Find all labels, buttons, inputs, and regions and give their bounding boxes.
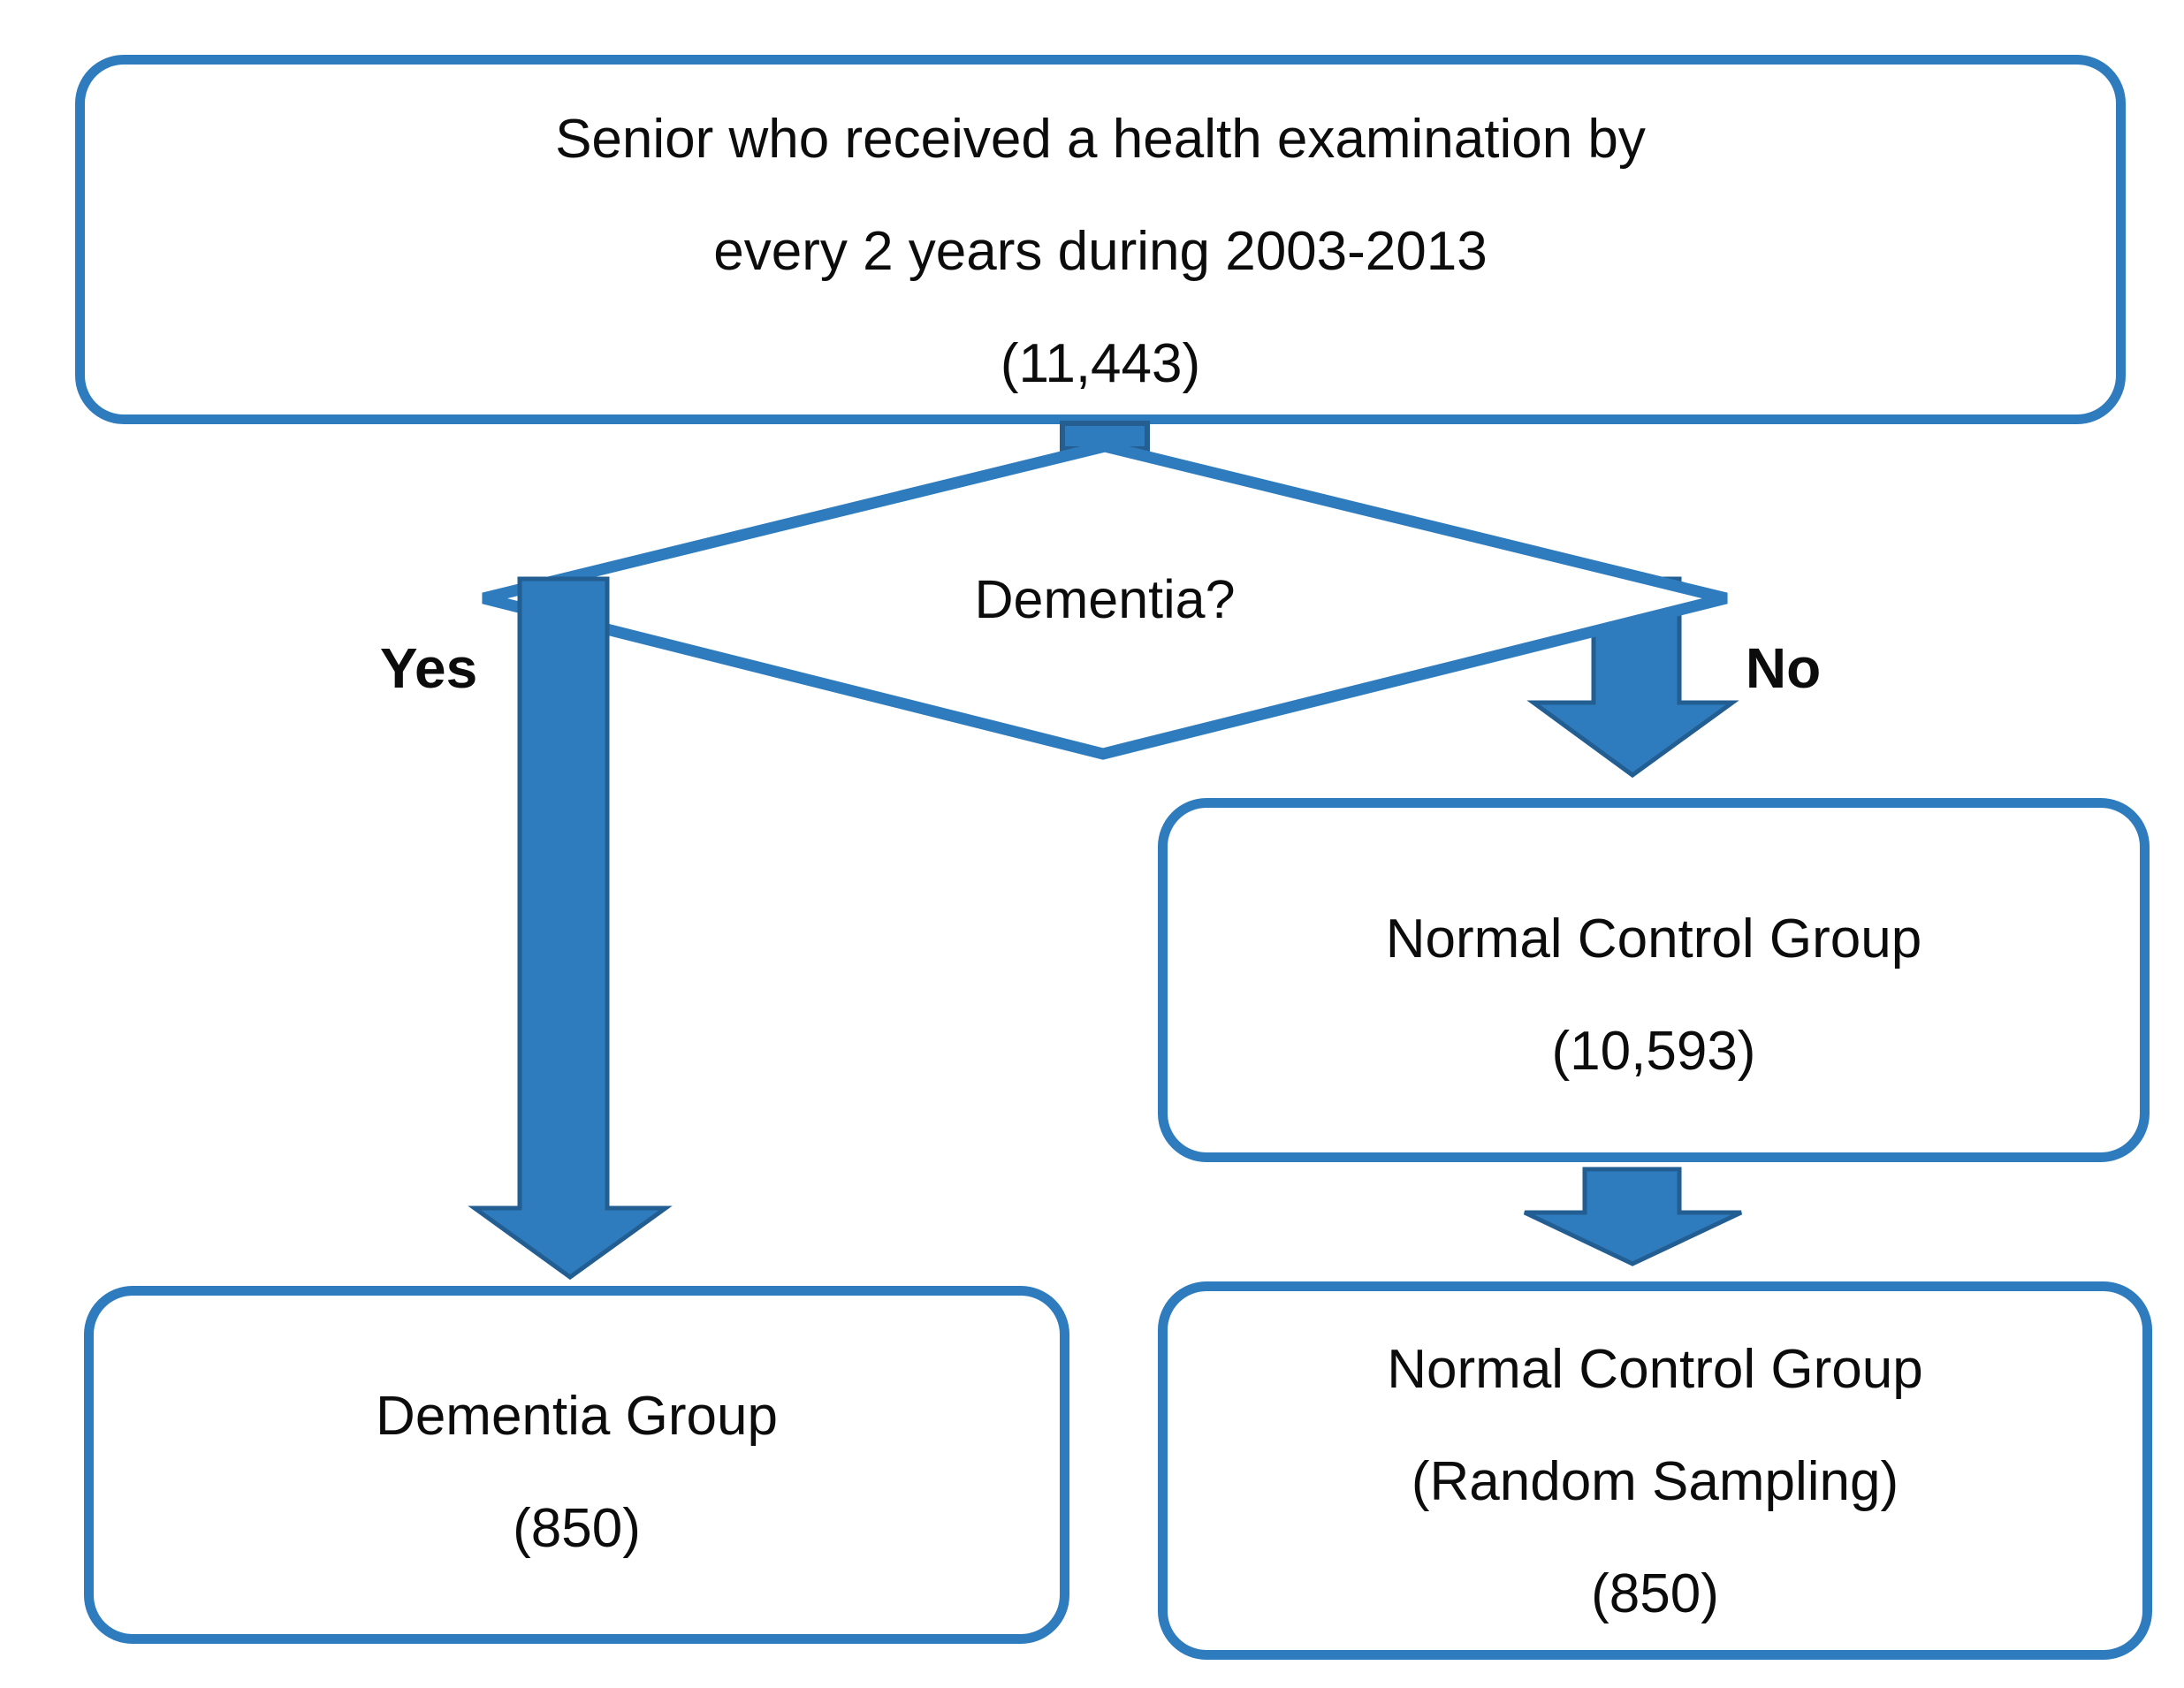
source-population-line-2: every 2 years during 2003-2013 [713,220,1488,282]
normal-control-group-box: Normal Control Group (10,593) [1158,798,2150,1162]
random-sampling-box: Normal Control Group (Random Sampling) (… [1158,1281,2152,1660]
source-population-line-1: Senior who received a health examination… [555,108,1646,170]
random-sampling-arrow [1523,1167,1743,1266]
dementia-group-box: Dementia Group (850) [84,1286,1069,1644]
dementia-group-title: Dementia Group [376,1385,778,1447]
yes-branch-label: Yes [379,636,478,700]
decision-label: Dementia? [974,569,1236,629]
source-population-count: (11,443) [1000,332,1201,394]
dementia-group-count: (850) [513,1497,641,1559]
yes-branch-arrow [468,576,673,1281]
normal-control-group-count: (10,593) [1551,1021,1756,1082]
random-sampling-title: Normal Control Group [1387,1338,1923,1400]
random-sampling-count: (850) [1591,1563,1719,1624]
normal-control-group-title: Normal Control Group [1385,909,1922,969]
random-sampling-subtitle: (Random Sampling) [1411,1450,1899,1512]
source-population-box: Senior who received a health examination… [75,55,2126,424]
decision-diamond [482,440,1728,760]
no-branch-label: No [1745,636,1822,700]
